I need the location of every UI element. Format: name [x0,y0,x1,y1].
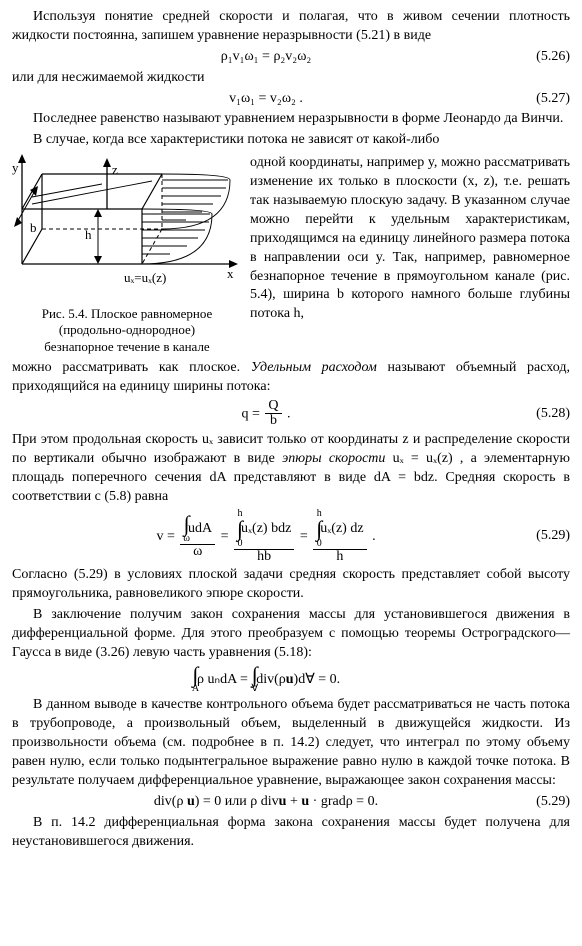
equation-5-27: v₁ω₁ = v₂ω₂ . (5.27) [12,90,570,109]
label-h: h [85,227,92,242]
equation-body: ∫Aρ uₙdA = ∫∀div(ρu)d∀ = 0. [12,665,520,695]
axis-x-label: x [227,266,234,281]
figure-caption: Рис. 5.4. Плоское равномерное (продольно… [12,306,242,355]
equation-5-26: ρ₁v₁ω₁ = ρ₂v₂ω₂ (5.26) [12,48,570,67]
paragraph: При этом продольная скорость uₓ зависит … [12,431,570,507]
paragraph: или для несжимаемой жидкости [12,69,570,88]
equation-number: (5.27) [520,90,570,109]
equation-ostrogradsky: ∫Aρ uₙdA = ∫∀div(ρu)d∀ = 0. [12,665,570,695]
paragraph-lead: В случае, когда все характеристики поток… [12,131,570,150]
paragraph: В данном выводе в качестве контрольного … [12,696,570,790]
equation-body: ρ₁v₁ω₁ = ρ₂v₂ω₂ [12,48,520,67]
axis-z-label: z [112,162,118,177]
equation-number: (5.28) [520,405,570,424]
figure-with-text: y z x [12,154,570,355]
paragraph: Последнее равенство называют уравнением … [12,110,570,129]
equation-number: (5.29) [520,793,570,812]
paragraph: Согласно (5.29) в условиях плоской задач… [12,566,570,604]
equation-number: (5.29) [520,527,570,546]
equation-5-29: v = ∫ωudA ω = h∫0uₓ(z) bdz hb = h∫0uₓ(z)… [12,509,570,564]
channel-flow-diagram: y z x [12,154,242,304]
figure-5-4: y z x [12,154,242,355]
paragraph: В п. 14.2 дифференциальная форма закона … [12,814,570,852]
equation-body: v = ∫ωudA ω = h∫0uₓ(z) bdz hb = h∫0uₓ(z)… [12,509,520,564]
equation-body: v₁ω₁ = v₂ω₂ . [12,90,520,109]
paragraph: Используя понятие средней скорости и пол… [12,8,570,46]
paragraph-wrapped: одной координаты, например y, можно расс… [250,154,570,324]
equation-body: q = Qb . [12,399,520,429]
equation-number: (5.26) [520,48,570,67]
equation-5-28: q = Qb . (5.28) [12,399,570,429]
label-b: b [30,220,37,235]
equation-5-29b: div(ρ u) = 0 или ρ divu + u · gradρ = 0.… [12,793,570,812]
axis-y-label: y [12,160,19,175]
paragraph: В заключение получим закон сохранения ма… [12,606,570,663]
paragraph: можно рассматривать как плоское. Удельны… [12,359,570,397]
equation-body: div(ρ u) = 0 или ρ divu + u · gradρ = 0. [12,793,520,812]
label-ux: uₓ=uₓ(z) [124,270,166,285]
